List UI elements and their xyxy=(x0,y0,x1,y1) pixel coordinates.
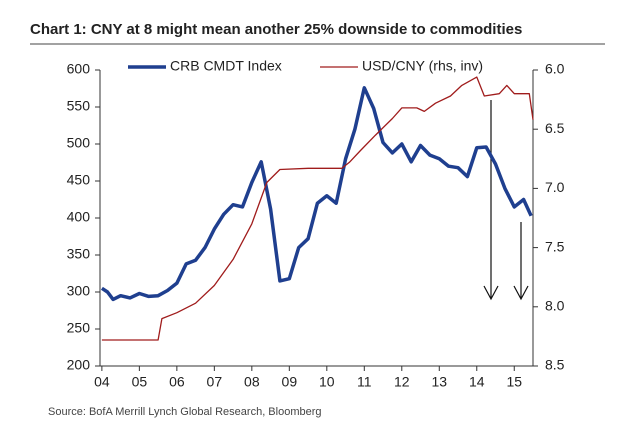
x-tick-label: 13 xyxy=(431,374,447,390)
arrows xyxy=(483,100,529,301)
x-tick-label: 11 xyxy=(357,374,372,390)
y-tick-label: 350 xyxy=(67,246,91,262)
x-tick-label: 12 xyxy=(394,374,410,390)
y-tick-label: 550 xyxy=(67,98,91,114)
x-tick-label: 06 xyxy=(169,374,185,390)
x-tick-label: 04 xyxy=(94,374,110,390)
y2-tick-label: 8.0 xyxy=(545,298,565,314)
y2-tick-label: 7.5 xyxy=(545,238,565,254)
legend-label: USD/CNY (rhs, inv) xyxy=(362,58,483,74)
y-tick-label: 300 xyxy=(67,283,91,299)
y-tick-label: 500 xyxy=(67,135,91,151)
y-tick-label: 250 xyxy=(67,320,91,336)
x-tick-label: 14 xyxy=(469,374,485,390)
chart-title: Chart 1: CNY at 8 might mean another 25%… xyxy=(30,21,522,38)
y-tick-label: 400 xyxy=(67,209,91,225)
y2-tick-label: 6.5 xyxy=(545,120,565,136)
x-tick-label: 10 xyxy=(319,374,335,390)
x-tick-label: 05 xyxy=(132,374,148,390)
x-tick-label: 15 xyxy=(506,374,522,390)
x-tick-label: 08 xyxy=(244,374,260,390)
legend-label: CRB CMDT Index xyxy=(170,58,282,74)
x-tick-label: 09 xyxy=(282,374,298,390)
series-line xyxy=(100,86,533,302)
y2-tick-label: 8.5 xyxy=(545,357,565,373)
y2-tick-label: 6.0 xyxy=(545,61,565,77)
x-tick-label: 07 xyxy=(207,374,223,390)
y-tick-label: 200 xyxy=(67,357,91,373)
y-tick-label: 600 xyxy=(67,61,91,77)
series-line xyxy=(101,76,534,341)
y-tick-label: 450 xyxy=(67,172,91,188)
source: Source: BofA Merrill Lynch Global Resear… xyxy=(48,406,322,418)
y2-tick-label: 7.0 xyxy=(545,179,565,195)
